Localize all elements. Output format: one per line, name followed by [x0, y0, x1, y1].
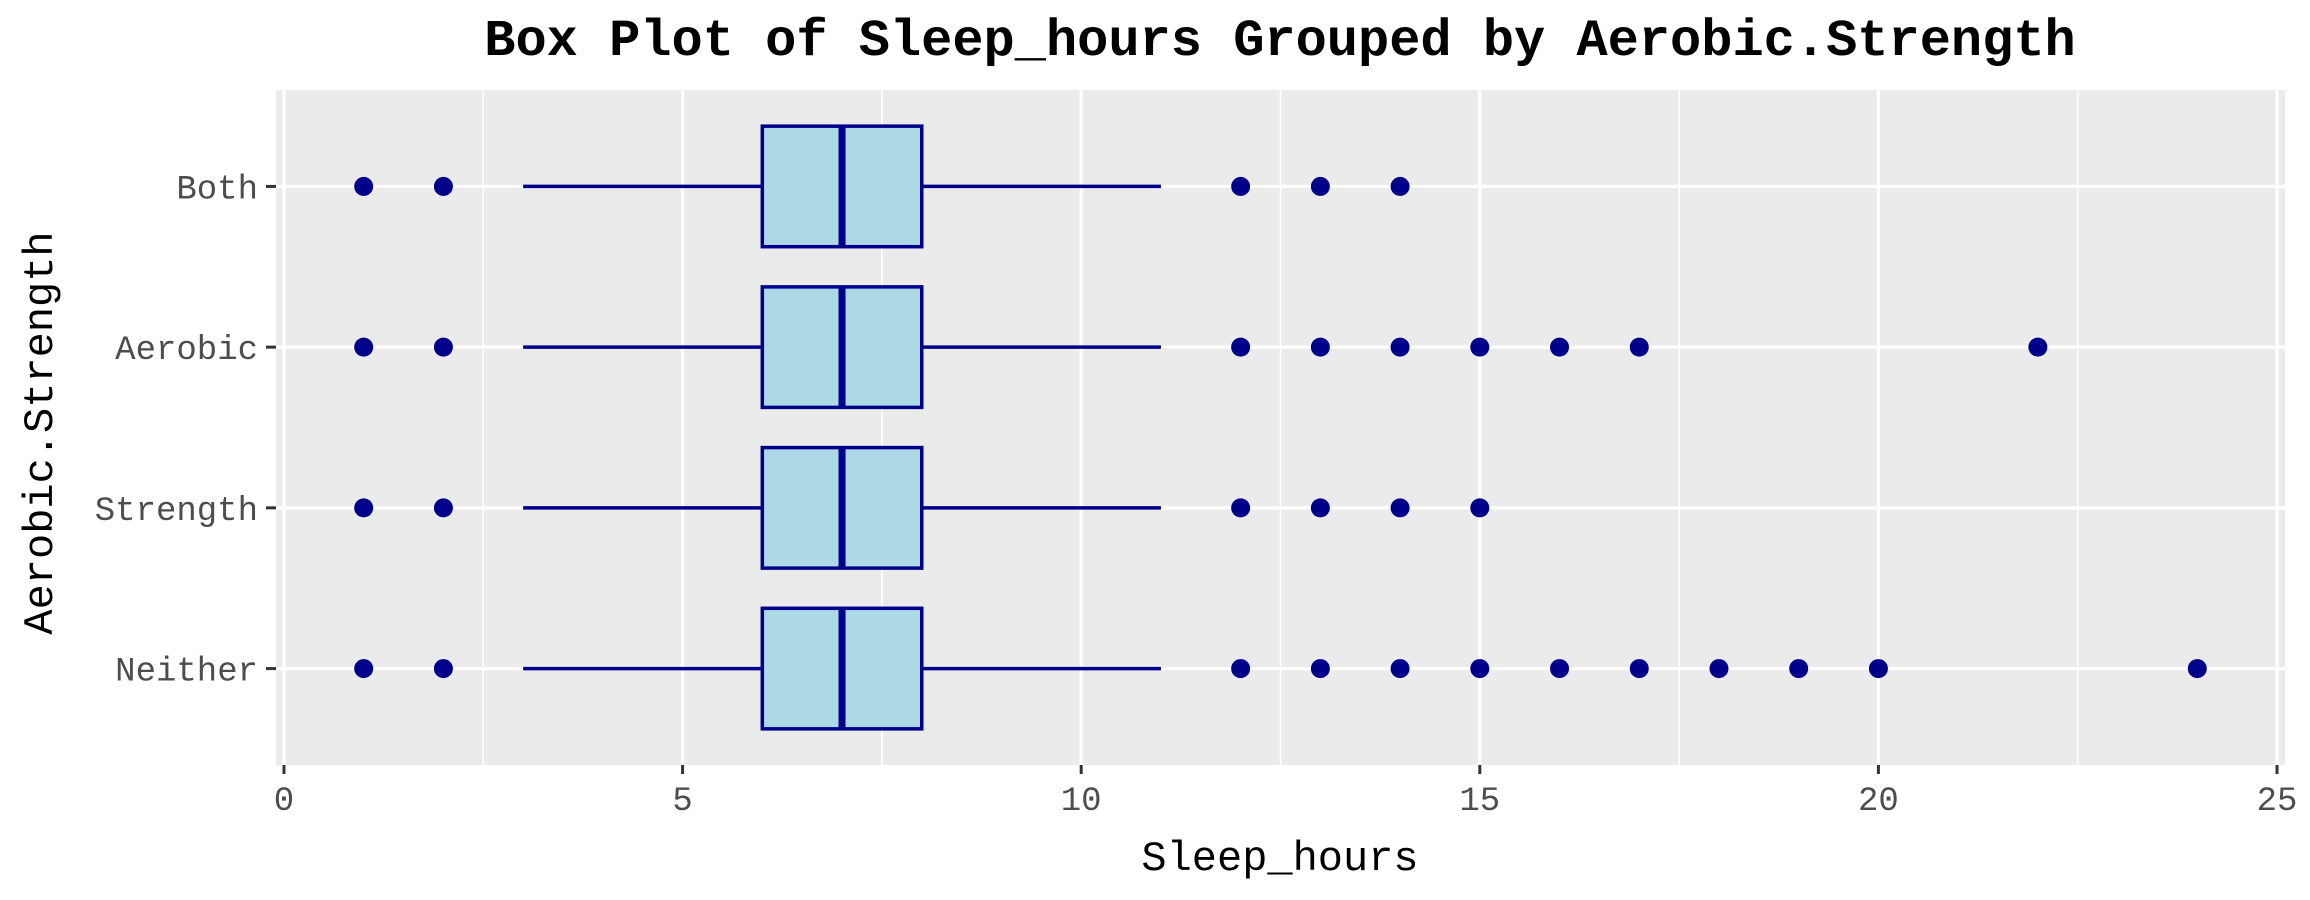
box-plot-marks	[354, 124, 2207, 731]
box-group-aerobic	[354, 285, 2048, 410]
outlier-point	[1231, 176, 1251, 196]
outlier-point	[1231, 498, 1251, 518]
outlier-point	[1310, 337, 1330, 357]
outlier-point	[2028, 337, 2048, 357]
y-tick-label: Neither	[115, 654, 258, 692]
outlier-point	[1470, 659, 1490, 679]
outlier-point	[1310, 498, 1330, 518]
outlier-point	[1550, 337, 1570, 357]
outlier-point	[1390, 337, 1410, 357]
outlier-point	[433, 337, 453, 357]
x-axis-title: Sleep_hours	[1141, 835, 1418, 883]
outlier-point	[1550, 659, 1570, 679]
y-axis-title: Aerobic.Strength	[17, 231, 65, 634]
outlier-point	[1231, 337, 1251, 357]
x-tick-label: 15	[1459, 783, 1500, 821]
box-group-both	[354, 124, 1410, 249]
outlier-point	[433, 176, 453, 196]
outlier-point	[354, 176, 374, 196]
outlier-point	[1390, 659, 1410, 679]
chart-title: Box Plot of Sleep_hours Grouped by Aerob…	[484, 12, 2075, 71]
outlier-point	[433, 498, 453, 518]
outlier-point	[1310, 176, 1330, 196]
y-tick-label: Aerobic	[115, 332, 258, 370]
box-group-strength	[354, 445, 1490, 570]
outlier-point	[1629, 337, 1649, 357]
y-tick-label: Both	[176, 171, 258, 209]
y-tick-label: Strength	[95, 493, 258, 531]
outlier-point	[1709, 659, 1729, 679]
outlier-point	[1470, 337, 1490, 357]
box-group-neither	[354, 606, 2207, 731]
outlier-point	[354, 659, 374, 679]
outlier-point	[354, 498, 374, 518]
x-tick-label: 0	[274, 783, 294, 821]
outlier-point	[1390, 176, 1410, 196]
outlier-point	[2187, 659, 2207, 679]
outlier-point	[1868, 659, 1888, 679]
x-tick-label: 10	[1061, 783, 1102, 821]
outlier-point	[433, 659, 453, 679]
x-tick-label: 20	[1858, 783, 1899, 821]
axes: 0 5 10 15 20 25 Neither Strength Aerobic Both	[95, 171, 2298, 821]
outlier-point	[1310, 659, 1330, 679]
outlier-point	[1231, 659, 1251, 679]
outlier-point	[354, 337, 374, 357]
x-tick-label: 5	[672, 783, 692, 821]
outlier-point	[1789, 659, 1809, 679]
outlier-point	[1470, 498, 1490, 518]
outlier-point	[1390, 498, 1410, 518]
outlier-point	[1629, 659, 1649, 679]
grid-lines	[276, 90, 2285, 765]
x-tick-label: 25	[2257, 783, 2298, 821]
